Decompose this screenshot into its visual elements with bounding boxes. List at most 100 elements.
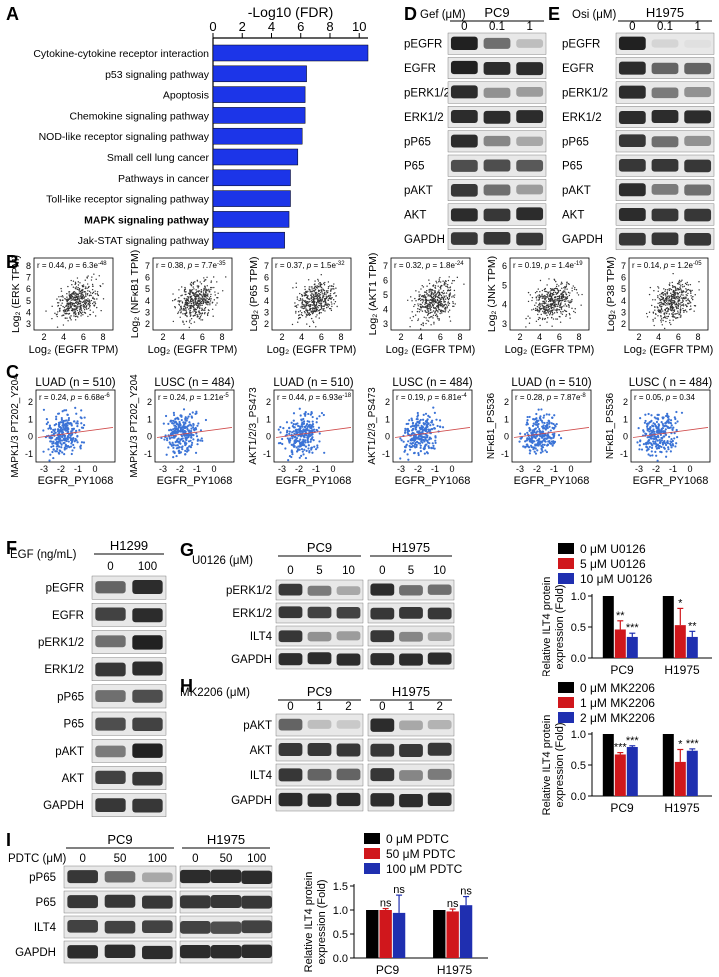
scatter-b-point <box>194 300 197 302</box>
bar-legend-swatch <box>558 558 574 569</box>
scatter-b-point <box>181 294 183 296</box>
scatter-b-point <box>424 310 426 312</box>
scatter-b-point <box>82 293 84 296</box>
scatter-c-point <box>186 427 189 431</box>
scatter-b-point <box>678 298 681 300</box>
scatter-b-point <box>550 306 552 308</box>
scatter-c-point <box>423 440 426 443</box>
scatter-b-point <box>85 286 87 288</box>
scatter-b-point <box>306 323 308 325</box>
scatter-b-point <box>194 295 196 298</box>
scatter-b-point <box>77 281 80 283</box>
scatter-c-point <box>286 437 289 440</box>
scatter-c-point <box>536 449 539 452</box>
blot-band <box>95 770 126 785</box>
scatter-b-point <box>62 305 64 308</box>
scatter-b-point <box>654 317 656 319</box>
scatter-b-point <box>209 291 211 293</box>
scatter-c-point <box>291 453 294 456</box>
scatter-b-point <box>313 297 315 300</box>
scatter-b-point <box>419 328 422 330</box>
scatter-b-point <box>179 308 181 310</box>
scatter-b-point <box>427 295 429 297</box>
scatter-b-point <box>190 318 193 320</box>
scatter-c-point <box>298 448 301 451</box>
scatter-c-point <box>408 419 411 422</box>
scatter-b-point <box>325 301 327 304</box>
scatter-b-point <box>207 304 209 306</box>
scatter-c-point <box>311 415 314 419</box>
scatter-c-point <box>186 446 189 450</box>
scatter-c-point <box>647 442 650 445</box>
blot-dose-label: 1 <box>408 701 414 713</box>
scatter-c-point <box>172 443 175 446</box>
scatter-b-point <box>433 295 435 298</box>
scatter-c-point <box>542 416 545 419</box>
scatter-b-point <box>295 282 297 284</box>
scatter-b-point <box>311 304 313 306</box>
scatter-b-point <box>83 291 86 293</box>
scatter-b-point <box>420 303 422 306</box>
scatter-b-point <box>309 308 311 311</box>
scatter-b-point <box>677 305 679 308</box>
scatter-c-point <box>435 418 438 421</box>
scatter-c-fit-line <box>632 427 709 438</box>
scatter-b-xtick: 2 <box>41 332 46 342</box>
scatter-c-point <box>640 448 644 451</box>
scatter-b-point <box>556 318 559 320</box>
scatter-b-point <box>682 297 684 299</box>
scatter-c-point <box>176 428 179 431</box>
scatter-c-point <box>175 425 178 428</box>
scatter-b-point <box>429 307 431 309</box>
blot-dose-label: 5 <box>316 565 322 577</box>
scatter-b-point <box>441 310 444 312</box>
scatter-c-point <box>292 412 296 415</box>
scatter-c-xlabel: EGFR_PY1068 <box>157 475 233 487</box>
scatter-b-point <box>668 289 671 292</box>
scatter-b-point <box>543 295 545 297</box>
scatter-c-ylabel: MAPK1/3 PT202_Y204 <box>129 374 140 478</box>
scatter-b-point <box>679 310 682 312</box>
scatter-c-point <box>552 427 555 430</box>
scatter-b-point <box>554 302 556 304</box>
bar-category-label: H1975 <box>664 663 700 676</box>
scatter-b-point <box>660 312 662 314</box>
scatter-c-point <box>648 445 651 449</box>
scatter-b-point <box>68 307 70 309</box>
scatter-b-point <box>666 297 668 299</box>
blot-band <box>483 232 511 245</box>
bar-legend-swatch <box>558 682 574 693</box>
scatter-b-point <box>671 284 674 287</box>
scatter-b-point <box>420 306 422 309</box>
blot-band <box>278 792 303 807</box>
scatter-c-point <box>525 439 529 442</box>
scatter-b-point <box>58 302 60 304</box>
scatter-b-point <box>679 283 681 285</box>
scatter-b-point <box>442 290 445 292</box>
scatter-b-point <box>687 292 689 295</box>
scatter-b-point <box>73 299 75 301</box>
scatter-c-point <box>657 431 660 434</box>
scatter-b-point <box>663 312 665 314</box>
scatter-c-point <box>639 417 642 420</box>
scatter-c-point <box>188 430 191 433</box>
scatter-b-point <box>87 307 90 310</box>
scatter-b-point <box>209 304 211 306</box>
scatter-b-point <box>88 290 91 293</box>
scatter-b-point <box>658 304 661 306</box>
scatter-b-point <box>189 296 192 299</box>
scatter-b-point <box>541 297 544 299</box>
scatter-c-point <box>636 441 639 444</box>
scatter-c-point <box>185 450 189 453</box>
scatter-b-point <box>435 309 438 312</box>
scatter-b-point <box>317 278 319 281</box>
scatter-b-point <box>196 315 199 317</box>
scatter-b-point <box>179 316 181 318</box>
blot-band <box>132 579 163 595</box>
scatter-b-point <box>186 315 188 318</box>
scatter-b-point <box>85 307 87 309</box>
scatter-b-point <box>666 311 668 313</box>
scatter-c-point <box>680 411 684 414</box>
scatter-b-point <box>426 307 428 310</box>
scatter-b-point <box>66 296 68 298</box>
